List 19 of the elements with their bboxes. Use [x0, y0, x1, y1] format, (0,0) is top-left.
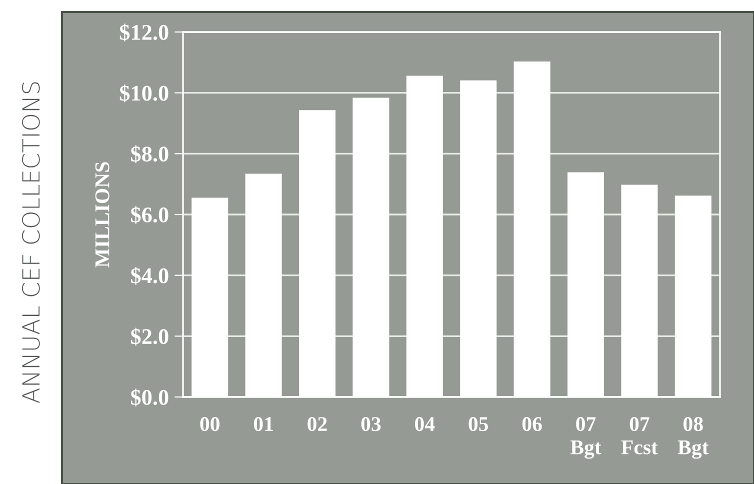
y-tick-label: $2.0	[131, 328, 168, 346]
x-tick-label: 07 Fcst	[621, 417, 658, 454]
x-tick-label: 03	[361, 417, 381, 432]
y-axis-title: MILLIONS	[95, 162, 110, 268]
y-tick-label: $8.0	[131, 145, 168, 164]
x-tick-label: 08 Bgt	[678, 417, 709, 459]
text: ANNUAL CEF COLLECTIONS	[22, 82, 40, 404]
y-tick-label: $12.0	[120, 24, 168, 42]
x-tick-label: 05	[468, 417, 488, 432]
x-tick-label: 01	[254, 417, 273, 432]
y-tick-label: $4.0	[131, 266, 168, 285]
x-tick-label: 00	[200, 417, 220, 432]
x-tick-label: 07 Bgt	[570, 417, 602, 459]
y-tick-label: $0.0	[131, 388, 168, 406]
x-tick-label: 06	[522, 417, 542, 432]
x-tick-label: 04	[415, 417, 435, 432]
y-tick-label: $10.0	[120, 84, 168, 102]
y-tick-label: $6.0	[131, 206, 168, 224]
x-tick-label: 02	[308, 417, 327, 432]
